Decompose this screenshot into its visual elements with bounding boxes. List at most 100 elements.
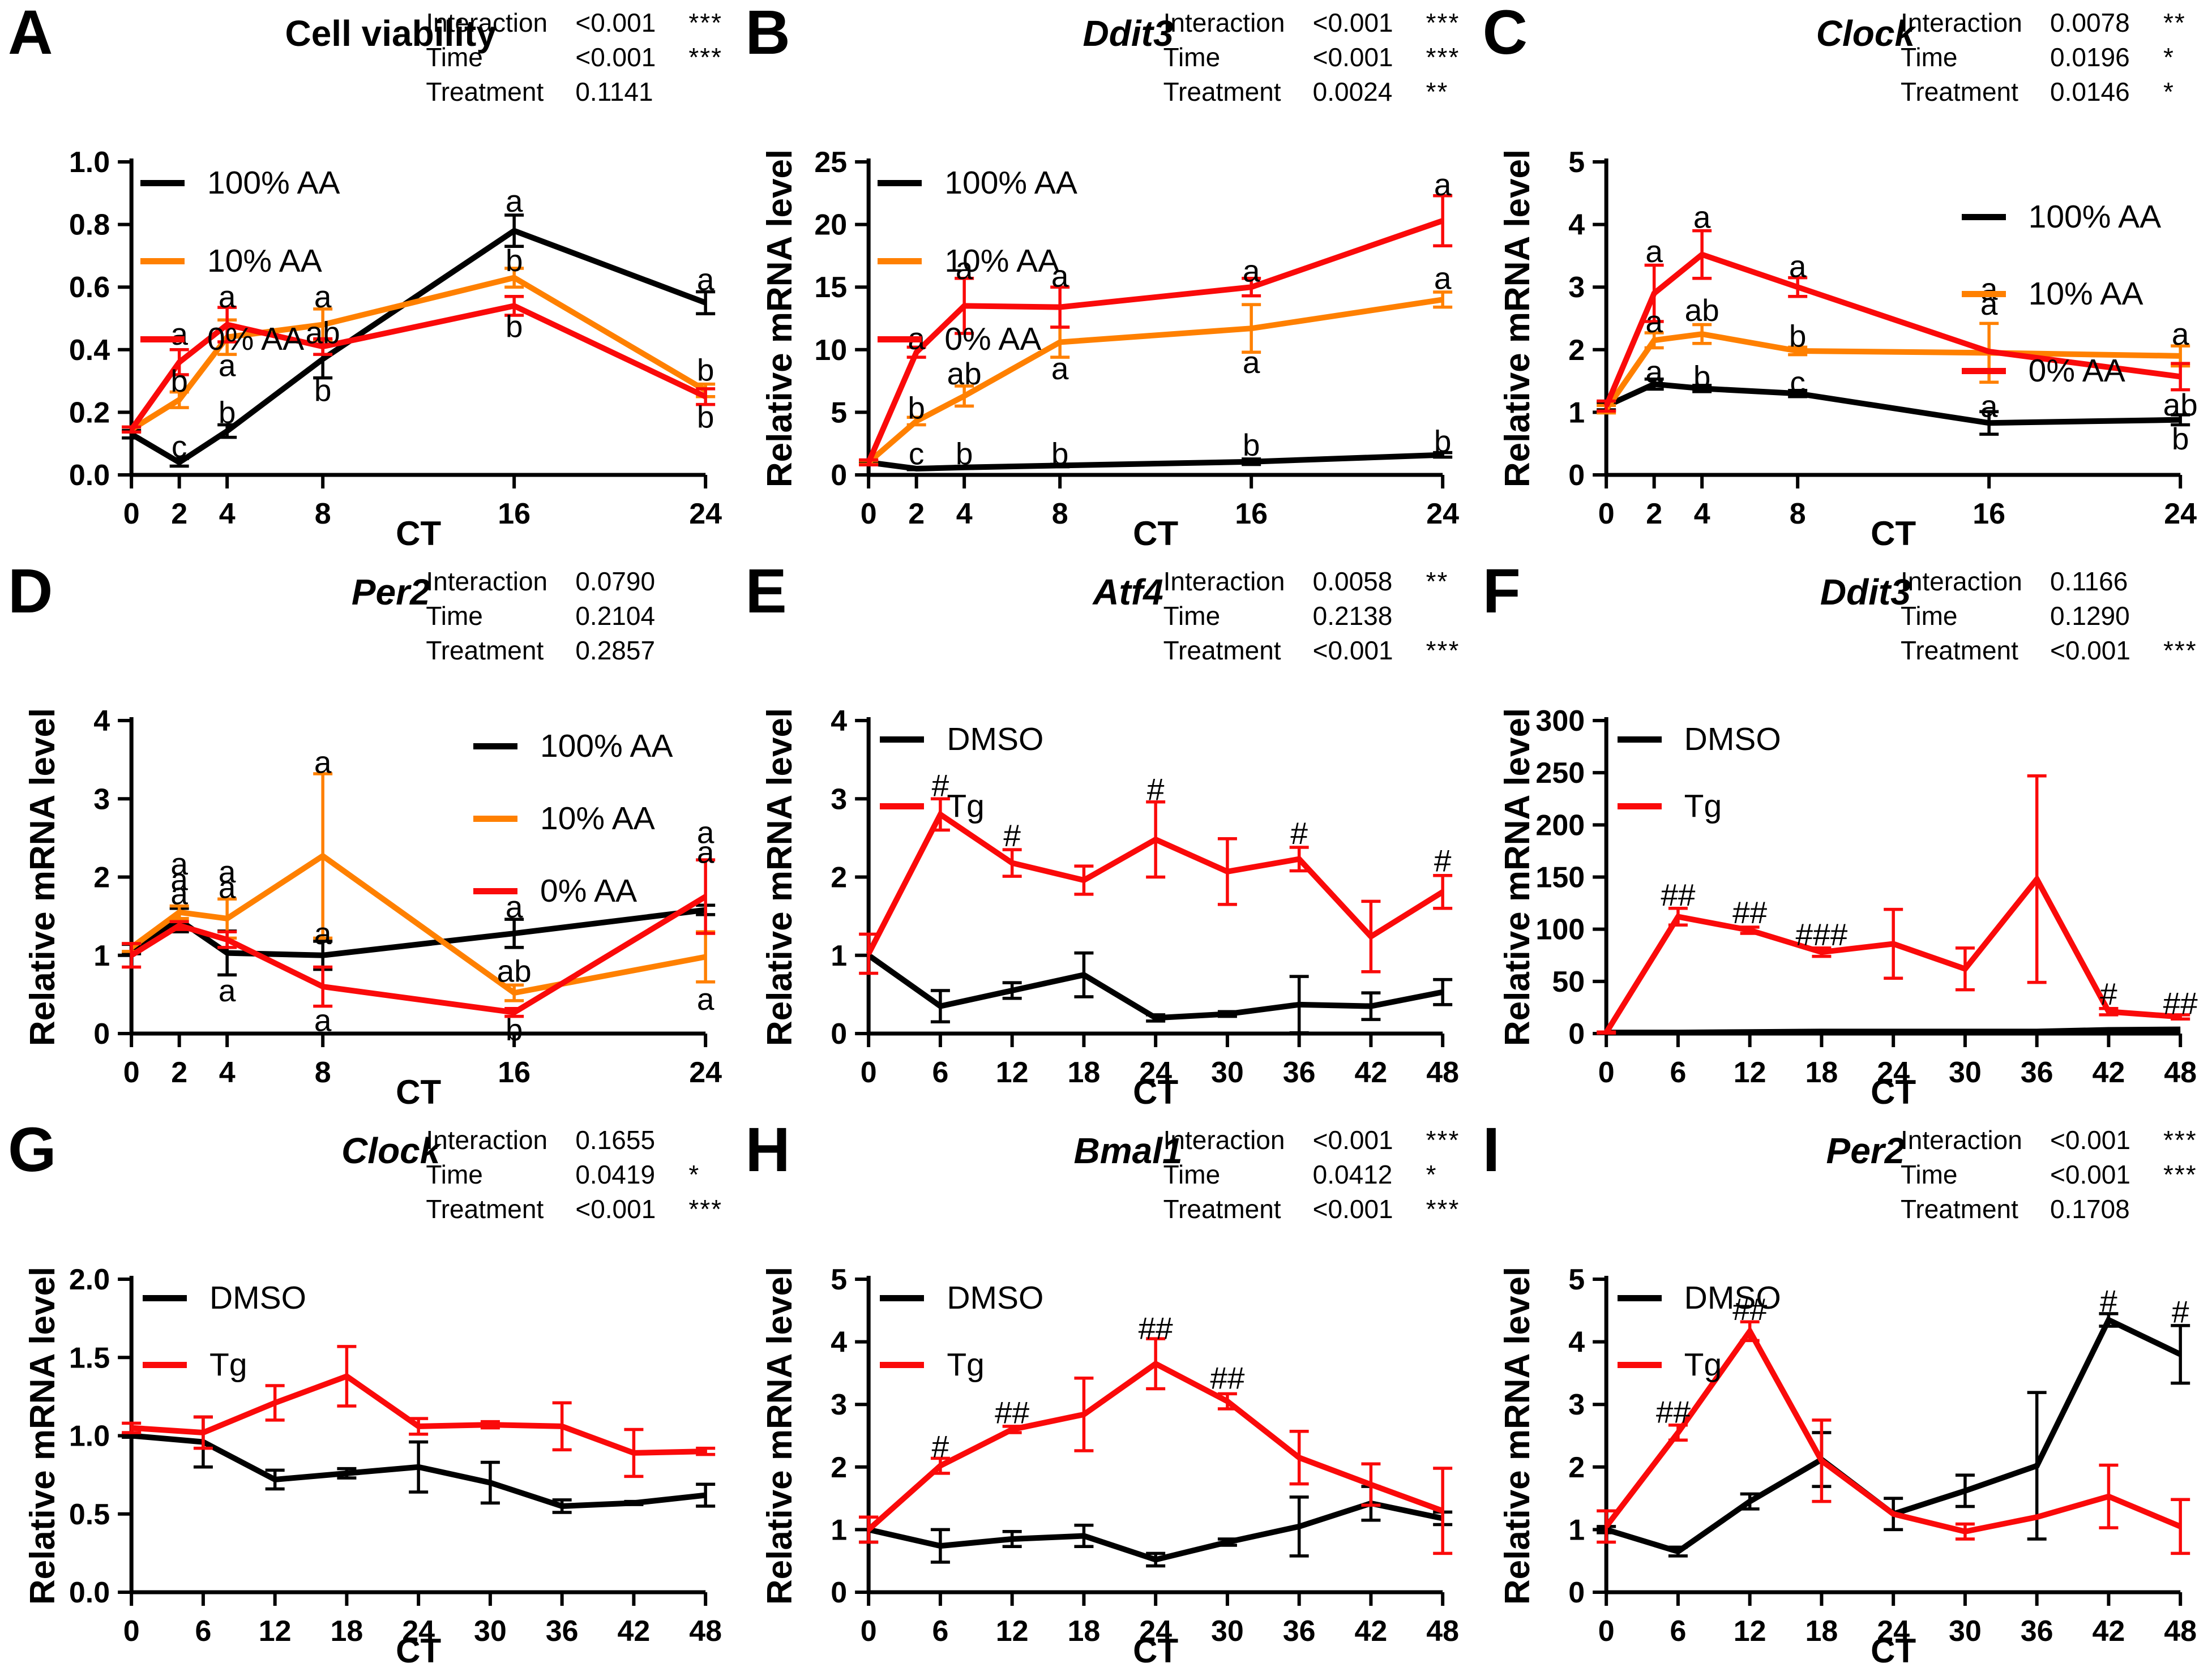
svg-text:a: a: [219, 869, 236, 905]
svg-text:12: 12: [259, 1615, 292, 1648]
legend-line-swatch: [140, 336, 185, 342]
legend-item-label: DMSO: [209, 1280, 306, 1316]
svg-text:20: 20: [815, 209, 848, 242]
svg-text:2: 2: [171, 498, 187, 530]
svg-text:30: 30: [1211, 1056, 1244, 1089]
svg-text:2: 2: [831, 1451, 848, 1484]
stats-table: Interaction 0.0078 ** Time 0.0196 * Treatmen…: [1901, 6, 2209, 109]
svg-text:8: 8: [315, 1056, 331, 1089]
legend-item: 10% AA: [878, 242, 1077, 280]
stat-stars: ***: [688, 1194, 723, 1224]
svg-text:a: a: [1434, 261, 1452, 296]
chart-cell-viability: 0.00.20.40.60.81.00 2 4 8 16 24abcaabaabbabba…: [69, 146, 722, 552]
svg-text:1.0: 1.0: [69, 1420, 110, 1453]
svg-text:CT: CT: [1871, 1632, 1916, 1670]
svg-text:24: 24: [1877, 1615, 1910, 1648]
stats-table: Interaction <0.001 *** Time 0.0412 * Treatme…: [1163, 1123, 1471, 1227]
svg-text:Relative mRNA level: Relative mRNA level: [1498, 1267, 1537, 1605]
legend-line-swatch: [1617, 1294, 1662, 1301]
svg-text:200: 200: [1535, 809, 1585, 842]
stats-table: Interaction <0.001 *** Time <0.001 *** Treat…: [426, 6, 734, 109]
svg-text:##: ##: [1656, 1394, 1691, 1429]
svg-text:b: b: [697, 400, 714, 435]
legend: 100% AA 10% AA 0% AA: [473, 727, 673, 910]
stat-label: Interaction: [1163, 567, 1285, 596]
svg-text:a: a: [697, 262, 714, 297]
legend-line-swatch: [1617, 736, 1662, 743]
stat-value: <0.001: [2050, 1160, 2130, 1189]
stat-stars: *: [1426, 1160, 1437, 1189]
stats-table: Interaction <0.001 *** Time <0.001 *** Treat…: [1901, 1123, 2209, 1227]
legend-item: 0% AA: [878, 320, 1077, 358]
svg-text:ab: ab: [2163, 387, 2197, 422]
legend-line-swatch: [473, 888, 517, 894]
legend-item: Tg: [880, 1346, 1043, 1383]
svg-text:6: 6: [932, 1056, 949, 1089]
svg-text:a: a: [1434, 167, 1452, 202]
stat-value: 0.2104: [575, 601, 656, 631]
stat-value: <0.001: [575, 1194, 656, 1224]
stats-table: Interaction 0.1166 Time 0.1290 Treatment <0…: [1901, 564, 2209, 668]
svg-text:a: a: [2172, 316, 2189, 352]
svg-text:42: 42: [1355, 1615, 1388, 1648]
svg-text:0: 0: [831, 1576, 848, 1609]
svg-text:a: a: [219, 279, 236, 314]
svg-text:4: 4: [93, 705, 110, 738]
legend-item: DMSO: [143, 1279, 306, 1317]
stat-label: Time: [1163, 42, 1221, 72]
legend-item: 0% AA: [1961, 352, 2162, 389]
panel-letter: F: [1482, 556, 1521, 626]
stat-stars: **: [1426, 77, 1449, 106]
legend-item-label: 100% AA: [2028, 199, 2162, 235]
svg-text:24: 24: [402, 1615, 435, 1648]
svg-text:0: 0: [1598, 1056, 1614, 1089]
svg-text:b: b: [1693, 359, 1711, 394]
panel-letter: E: [745, 556, 787, 626]
svg-text:c: c: [1790, 365, 1805, 400]
svg-text:a: a: [219, 854, 236, 889]
svg-text:a: a: [506, 183, 523, 218]
stat-label: Interaction: [426, 1125, 548, 1155]
svg-text:2: 2: [909, 498, 925, 530]
svg-text:a: a: [219, 348, 236, 383]
legend-item-label: 10% AA: [540, 800, 655, 837]
legend: DMSO Tg: [1617, 1279, 1781, 1383]
stat-label: Treatment: [1163, 77, 1281, 106]
svg-text:30: 30: [474, 1615, 507, 1648]
svg-text:ab: ab: [1684, 293, 1719, 328]
legend-item-label: Tg: [1684, 788, 1722, 824]
svg-text:a: a: [1051, 351, 1069, 386]
legend-item-label: Tg: [947, 788, 985, 824]
svg-text:18: 18: [330, 1615, 363, 1648]
svg-text:30: 30: [1211, 1615, 1244, 1648]
legend-item: Tg: [143, 1346, 306, 1383]
svg-text:##: ##: [995, 1395, 1030, 1430]
stat-stars: ***: [1426, 8, 1460, 37]
panel-title: Atf4: [1093, 572, 1163, 612]
svg-text:Relative mRNA level: Relative mRNA level: [23, 1267, 62, 1605]
stat-label: Interaction: [426, 8, 548, 37]
legend-line-swatch: [1961, 367, 2006, 374]
stat-label: Interaction: [1163, 1125, 1285, 1155]
svg-text:3: 3: [831, 1388, 848, 1421]
legend-item-label: Tg: [1684, 1347, 1722, 1383]
svg-text:24: 24: [1140, 1056, 1173, 1089]
svg-text:b: b: [1434, 423, 1452, 458]
svg-text:a: a: [170, 316, 188, 352]
svg-text:4: 4: [956, 498, 973, 530]
stat-stars: ***: [2163, 636, 2197, 665]
svg-text:16: 16: [498, 1056, 530, 1089]
panel-letter: A: [8, 0, 53, 67]
svg-text:6: 6: [1670, 1056, 1686, 1089]
panel-d-per2: D Per2 Interaction 0.0790 Time 0.2104 Trea…: [0, 559, 737, 1117]
svg-text:#: #: [932, 768, 949, 803]
svg-text:15: 15: [815, 271, 848, 304]
svg-text:0.6: 0.6: [69, 271, 110, 304]
svg-text:42: 42: [617, 1615, 650, 1648]
panel-title: Clock: [1816, 13, 1915, 54]
svg-text:a: a: [697, 815, 714, 850]
svg-text:24: 24: [689, 498, 722, 530]
legend: DMSO Tg: [880, 1279, 1043, 1383]
svg-text:42: 42: [2092, 1615, 2125, 1648]
panel-c-clock: C Clock Interaction 0.0078 ** Time 0.0196 * …: [1475, 0, 2212, 559]
